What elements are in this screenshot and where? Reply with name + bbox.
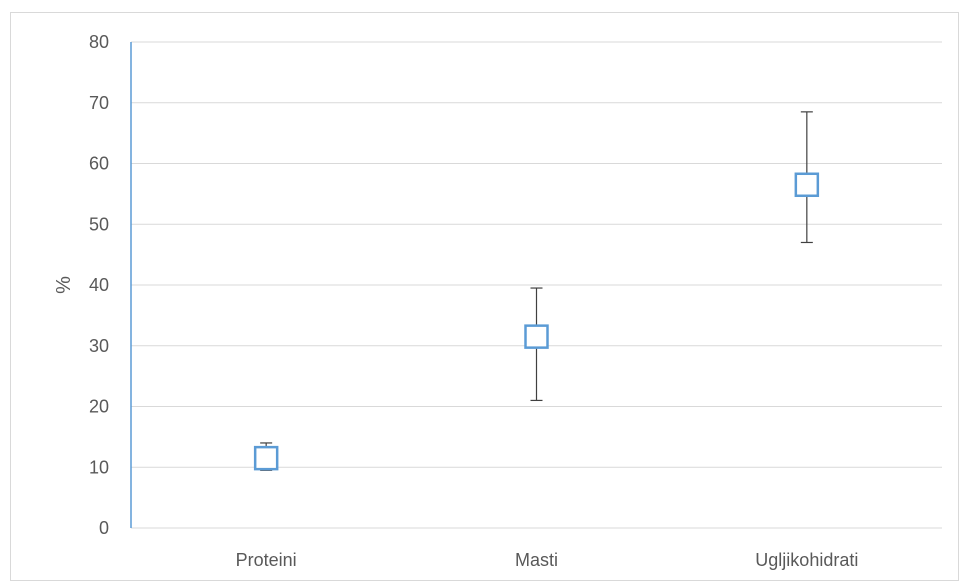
data-point-marker [253,445,279,471]
y-tick-label: 40 [89,275,109,295]
category-labels: Proteini Masti Ugljikohidrati [236,550,859,570]
data-point-marker [524,324,549,349]
y-tick-label: 80 [89,32,109,52]
gridlines [131,41,942,529]
error-bars [260,111,813,471]
y-tick-labels: 0 10 20 30 40 50 60 70 80 [89,32,109,538]
y-tick-label: 70 [89,93,109,113]
y-tick-label: 0 [99,518,109,538]
category-label: Proteini [236,550,297,570]
data-markers [253,172,820,471]
category-label: Ugljikohidrati [755,550,858,570]
y-tick-label: 60 [89,154,109,174]
data-point-marker [794,172,820,198]
y-axis-title: % [53,276,75,294]
chart-frame [10,12,959,581]
y-tick-label: 10 [89,457,109,477]
y-tick-label: 20 [89,397,109,417]
y-tick-label: 30 [89,336,109,356]
category-label: Masti [515,550,558,570]
y-tick-label: 50 [89,214,109,234]
